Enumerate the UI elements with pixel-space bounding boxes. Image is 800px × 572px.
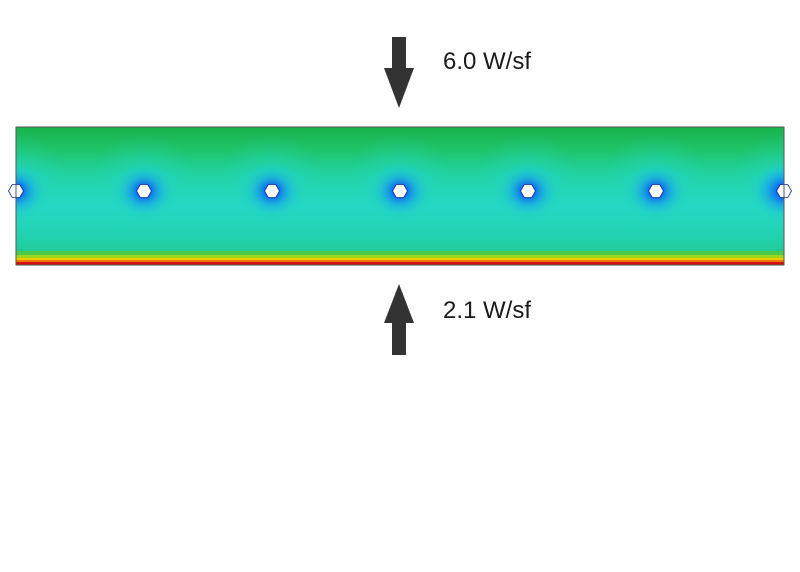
- bottom-heat-flux-label: 2.1 W/sf: [443, 297, 532, 324]
- bottom-flux-arrow: [384, 284, 414, 355]
- top-flux-arrow: [384, 37, 414, 108]
- top-heat-flux-label: 6.0 W/sf: [443, 48, 532, 75]
- pipe-hole: [776, 184, 784, 198]
- slab-body: [16, 127, 784, 265]
- band-red: [16, 262, 784, 265]
- band-green: [16, 251, 784, 255]
- pipe-hole: [392, 184, 408, 198]
- band-lime: [16, 255, 784, 258]
- band-orange: [16, 260, 784, 262]
- pipe-cold-zone: [750, 161, 784, 221]
- pipe-hole: [648, 184, 664, 198]
- pipe-hole: [520, 184, 536, 198]
- pipe-hole: [264, 184, 280, 198]
- slab-outline: [15, 126, 785, 266]
- pipe-cold-zone: [16, 161, 50, 221]
- pipe-hole: [136, 184, 152, 198]
- band-yellow: [16, 258, 784, 260]
